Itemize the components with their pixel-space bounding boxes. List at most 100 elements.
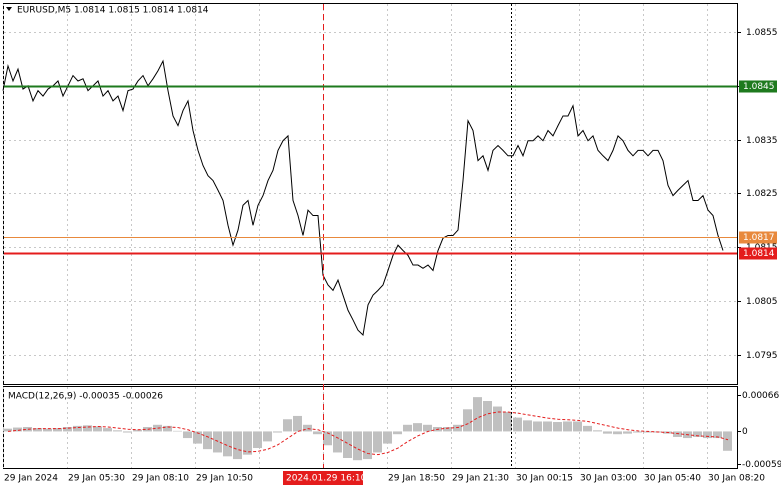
histogram-bar <box>23 427 32 432</box>
histogram-bar <box>623 431 632 434</box>
plot-layer: 29 Jan 2024 29 Jan 05:30 29 Jan 08:10 29 Ja… <box>2 4 781 484</box>
histogram-bar <box>83 425 92 432</box>
histogram-bar <box>463 409 472 432</box>
level-label: 1.0814 <box>743 249 775 259</box>
histogram-bar <box>413 423 422 432</box>
y-tick-label: -0.00059 <box>742 460 781 470</box>
y-tick-label: 1.0825 <box>746 189 778 199</box>
cursor-time-box <box>283 471 363 485</box>
histogram-bar <box>203 431 212 450</box>
histogram-bar <box>33 428 42 432</box>
price-line <box>2 59 724 337</box>
x-tick-label: 29 Jan 08:10 <box>132 474 189 484</box>
histogram-bar <box>53 428 62 432</box>
signal-line <box>7 411 729 456</box>
histogram-bar <box>723 431 732 451</box>
x-tick-label: 29 Jan 21:30 <box>452 474 509 484</box>
histogram-bar <box>373 431 382 453</box>
histogram-bar <box>533 421 542 432</box>
histogram-bar <box>573 421 582 432</box>
x-tick-label: 29 Jan 10:50 <box>196 474 253 484</box>
histogram-bar <box>333 431 342 453</box>
histogram-bar <box>543 421 552 432</box>
y-tick-label: 1.0835 <box>746 136 778 146</box>
histogram-bar <box>233 431 242 460</box>
histogram-bar <box>103 428 112 432</box>
x-tick-label: 30 Jan 08:20 <box>708 474 765 484</box>
histogram-bar <box>583 425 592 432</box>
histogram-bar <box>563 421 572 432</box>
histogram-bar <box>353 431 362 461</box>
histogram-bar <box>123 431 132 433</box>
histogram-bar <box>343 431 352 458</box>
histogram-bar <box>263 431 272 442</box>
histogram-bar <box>673 431 682 437</box>
histogram-bar <box>513 417 522 432</box>
histogram-bar <box>703 431 712 439</box>
histogram-bar <box>213 431 222 453</box>
y-tick-label: 0.00066 <box>742 391 779 401</box>
x-tick-label: 29 Jan 05:30 <box>68 474 125 484</box>
histogram-bar <box>323 431 332 446</box>
level-label-box <box>739 231 777 244</box>
histogram-bar <box>633 431 642 433</box>
histogram-bar <box>93 426 102 432</box>
menu-arrow <box>6 7 12 11</box>
y-tick-label: 1.0855 <box>746 28 778 38</box>
x-tick-label: 30 Jan 00:15 <box>516 474 573 484</box>
histogram-bar <box>483 400 492 432</box>
histogram-bar <box>313 431 322 435</box>
level-label: 1.0817 <box>743 233 775 243</box>
cursor-time: 2024.01.29 16:10 <box>286 474 367 484</box>
histogram-bar <box>143 427 152 432</box>
histogram-bar <box>153 424 162 432</box>
histogram-bar <box>553 422 562 432</box>
indicator-title: MACD(12,26,9) -0.00035 -0.00026 <box>8 392 163 402</box>
x-tick-label: 29 Jan 2024 <box>4 474 58 484</box>
histogram-bar <box>423 424 432 432</box>
histogram-bar <box>253 431 262 449</box>
histogram-bar <box>713 431 722 439</box>
histogram-bar <box>593 430 602 432</box>
histogram-bar <box>13 427 22 432</box>
histogram-bar <box>133 429 142 432</box>
histogram-bar <box>693 431 702 437</box>
histogram-bar <box>363 431 372 460</box>
histogram-bar <box>243 431 252 455</box>
y-tick-label: 0 <box>742 427 748 437</box>
y-tick-label: 1.0805 <box>746 297 778 307</box>
histogram-bar <box>223 431 232 457</box>
histogram-bar <box>443 427 452 432</box>
histogram-bar <box>523 420 532 432</box>
histogram-bar <box>63 427 72 432</box>
histogram-bar <box>113 430 122 432</box>
histogram-bar <box>383 431 392 444</box>
histogram-bar <box>283 419 292 432</box>
histogram-bar <box>3 428 12 432</box>
histogram-bar <box>403 424 412 432</box>
level-label-box <box>739 247 777 260</box>
histogram-bar <box>603 431 612 434</box>
histogram-bar <box>643 431 652 433</box>
y-tick-label: 1.0795 <box>746 351 778 361</box>
histogram-bar <box>453 424 462 432</box>
level-label: 1.0845 <box>743 82 775 92</box>
histogram-bar <box>173 430 182 432</box>
histogram-bar <box>43 428 52 432</box>
x-tick-label: 29 Jan 18:50 <box>388 474 445 484</box>
histogram-bar <box>193 431 202 444</box>
histogram-bar <box>293 415 302 432</box>
chart-title: EURUSD,M5 1.0814 1.0815 1.0814 1.0814 <box>17 6 209 16</box>
histogram-bar <box>493 406 502 432</box>
x-tick-label: 30 Jan 03:00 <box>580 474 637 484</box>
histogram-bar <box>273 431 282 433</box>
histogram-bar <box>393 431 402 435</box>
level-label-box <box>739 80 777 93</box>
histogram-bar <box>473 397 482 432</box>
histogram-bar <box>163 425 172 432</box>
histogram-bar <box>303 424 312 432</box>
histogram-bar <box>183 431 192 439</box>
x-tick-label: 30 Jan 05:40 <box>644 474 701 484</box>
histogram-bar <box>613 431 622 435</box>
